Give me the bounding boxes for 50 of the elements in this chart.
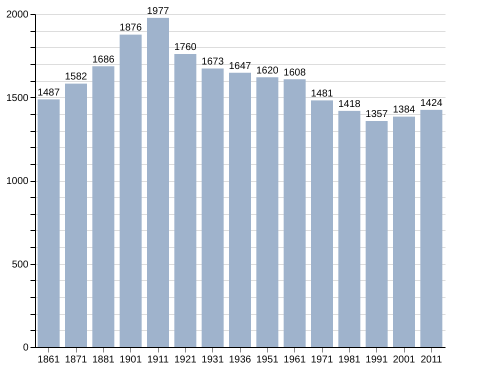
x-tick-label: 2011 <box>420 354 443 366</box>
y-tick-label: 0 <box>22 342 29 354</box>
bar <box>65 84 87 347</box>
data-label: 1418 <box>338 98 361 110</box>
bar <box>147 18 169 347</box>
bar <box>420 110 442 347</box>
x-tick-label: 1981 <box>338 354 361 366</box>
data-label: 1673 <box>202 56 224 68</box>
data-label: 1582 <box>64 72 88 83</box>
data-label: 1977 <box>146 6 170 17</box>
x-tick-label: 1901 <box>120 354 142 366</box>
x-tick-label: 1921 <box>174 354 197 366</box>
x-tick-label: 1951 <box>256 354 279 366</box>
bar <box>38 99 60 347</box>
data-label: 1876 <box>120 22 142 34</box>
data-label: 1647 <box>228 60 252 72</box>
y-tick-label: 500 <box>12 259 29 270</box>
x-tick-label: 2001 <box>392 354 416 366</box>
y-tick-label: 1500 <box>6 92 29 104</box>
x-tick-label: 1911 <box>147 354 170 366</box>
x-tick-label: 1881 <box>92 354 115 366</box>
bar <box>284 79 306 347</box>
bar <box>311 100 333 347</box>
x-tick-label: 1861 <box>38 354 60 366</box>
data-label: 1686 <box>92 54 115 66</box>
data-label: 1487 <box>38 87 60 98</box>
bar <box>366 121 388 347</box>
x-tick-label: 1961 <box>284 354 306 366</box>
x-tick-label: 1931 <box>202 354 224 366</box>
data-label: 1424 <box>420 98 443 109</box>
bar <box>229 72 251 347</box>
x-tick-label: 1871 <box>64 354 88 366</box>
x-tick-label: 1936 <box>228 354 252 366</box>
y-tick-label: 2000 <box>6 10 29 20</box>
bar <box>338 110 360 347</box>
data-label: 1760 <box>174 42 197 53</box>
bar <box>120 34 142 347</box>
data-label: 1620 <box>256 65 279 76</box>
data-label: 1481 <box>310 88 334 100</box>
x-tick-label: 1971 <box>310 354 334 366</box>
bar <box>174 54 196 347</box>
data-label: 1357 <box>366 109 388 120</box>
y-tick-label: 1000 <box>6 176 29 187</box>
bar <box>92 66 114 347</box>
bar <box>393 116 415 347</box>
data-label: 1608 <box>284 67 306 78</box>
bar <box>256 77 278 347</box>
bar <box>202 68 224 347</box>
x-tick-label: 1991 <box>366 354 388 366</box>
data-label: 1384 <box>392 104 416 116</box>
